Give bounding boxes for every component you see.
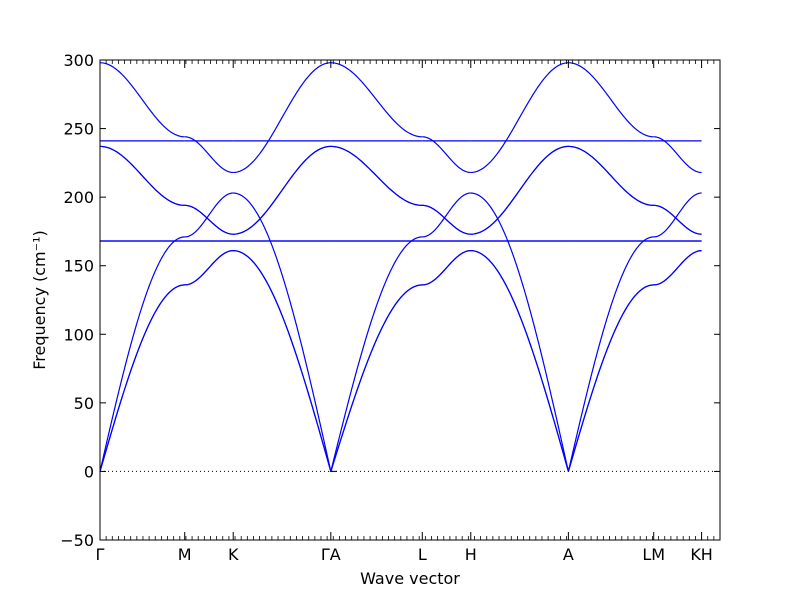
x-tick-label: H xyxy=(465,545,477,564)
band-curves xyxy=(99,62,702,473)
band-K-Γ-1 xyxy=(233,250,332,472)
band-Γ-M-2 xyxy=(99,236,185,472)
plot-frame xyxy=(99,59,721,541)
band-A-L-8 xyxy=(330,62,423,138)
x-tick-label: L xyxy=(418,545,427,564)
band-A-L-6 xyxy=(330,145,423,206)
band-H-A-0 xyxy=(470,250,569,472)
band-M-K-6 xyxy=(184,204,234,235)
band-A-L2-1 xyxy=(567,284,654,472)
y-axis: −50 0 50 100 150 200 250 300 xyxy=(60,51,720,550)
x-tick-label: Γ xyxy=(96,545,105,564)
x-tick-label: ΓA xyxy=(321,545,341,564)
band-K-Γ-2 xyxy=(233,192,332,472)
x-tick-label: M xyxy=(178,545,192,564)
band-A-L2-8 xyxy=(568,62,654,138)
x-axis: Γ M K ΓA L H A LM KH xyxy=(96,60,713,564)
band-H-A-2 xyxy=(470,192,569,472)
band-M-K-8 xyxy=(184,136,234,174)
band-L-H-6 xyxy=(422,204,471,235)
band-M-K-1 xyxy=(184,250,234,286)
band-K-Γ-6 xyxy=(233,145,331,235)
band-M-K2-6 xyxy=(653,204,702,235)
band-A-L-2 xyxy=(330,236,423,472)
band-Γ-M-8 xyxy=(99,62,185,138)
band-L-H-2 xyxy=(422,192,471,238)
band-H-A-1 xyxy=(470,250,569,472)
band-M-K2-2 xyxy=(653,192,702,238)
y-axis-label: Frequency (cm⁻¹) xyxy=(30,230,49,369)
band-K-Γ-8 xyxy=(233,62,331,174)
x-axis-label: Wave vector xyxy=(360,569,460,588)
y-tick-label: 250 xyxy=(63,120,94,139)
band-Γ-M-6 xyxy=(99,145,185,206)
y-tick-label: 200 xyxy=(63,188,94,207)
y-tick-label: 0 xyxy=(84,462,94,481)
band-A-L2-6 xyxy=(568,145,654,206)
band-L-H-8 xyxy=(422,136,471,174)
band-H-A-6 xyxy=(470,145,569,235)
band-A-L-1 xyxy=(330,284,423,472)
band-A-L2-0 xyxy=(567,284,654,472)
x-tick-label: A xyxy=(563,545,574,564)
x-tick-label: LM xyxy=(642,545,665,564)
band-M-K-2 xyxy=(184,192,234,238)
y-tick-label: −50 xyxy=(60,531,94,550)
band-H-A-8 xyxy=(470,62,569,174)
band-Γ-M-0 xyxy=(99,284,185,472)
band-M-K2-1 xyxy=(653,250,702,286)
x-tick-label: K xyxy=(228,545,239,564)
band-M-K2-8 xyxy=(653,136,702,174)
y-tick-label: 100 xyxy=(63,325,94,344)
y-tick-label: 300 xyxy=(63,51,94,70)
x-minor-ticks xyxy=(99,60,721,540)
band-A-L2-2 xyxy=(567,236,654,472)
y-tick-label: 150 xyxy=(63,257,94,276)
band-L-H-1 xyxy=(422,250,471,286)
band-Γ-M-1 xyxy=(99,284,185,472)
band-A-L-0 xyxy=(330,284,423,472)
y-tick-label: 50 xyxy=(74,394,94,413)
x-tick-label: KH xyxy=(690,545,713,564)
band-K-Γ-0 xyxy=(233,250,332,472)
